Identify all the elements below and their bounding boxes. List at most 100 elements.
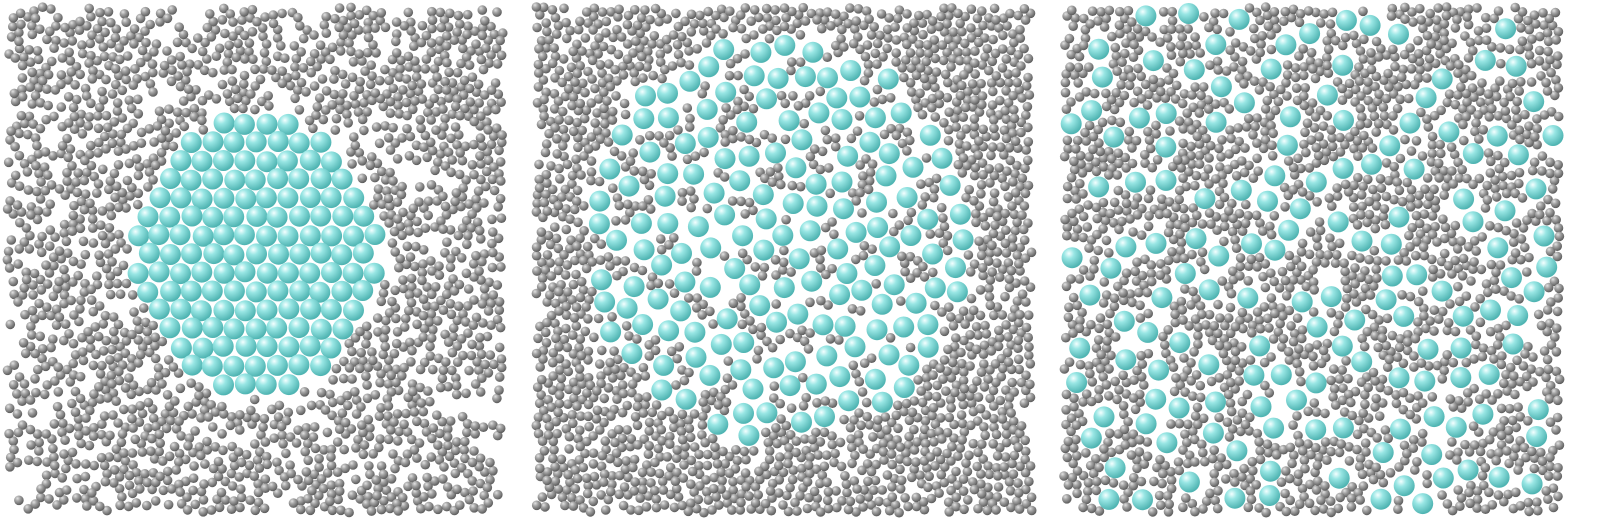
gray-particle — [859, 75, 870, 86]
cyan-particle — [213, 187, 235, 209]
gray-particle — [236, 484, 246, 494]
gray-particle — [123, 501, 134, 512]
gray-particle — [976, 180, 987, 190]
gray-particle — [124, 95, 135, 106]
gray-particle — [532, 266, 542, 276]
gray-particle — [1486, 449, 1496, 459]
gray-particle — [1210, 8, 1220, 18]
gray-particle — [1191, 40, 1201, 51]
gray-particle — [140, 26, 150, 36]
gray-particle — [1180, 155, 1190, 165]
gray-particle — [27, 99, 38, 109]
gray-particle — [1221, 474, 1231, 484]
gray-particle — [1010, 136, 1021, 146]
gray-particle — [942, 92, 953, 103]
gray-particle — [1370, 215, 1381, 225]
gray-particle — [486, 85, 497, 95]
gray-particle — [301, 87, 311, 97]
gray-particle — [946, 62, 956, 72]
gray-particle — [4, 428, 14, 439]
gray-particle — [771, 423, 781, 433]
panel-2-gray-particles — [531, 2, 1037, 518]
cyan-particle — [949, 203, 971, 225]
gray-particle — [482, 331, 493, 342]
gray-particle — [1094, 323, 1104, 334]
gray-particle — [892, 13, 903, 24]
gray-particle — [973, 503, 983, 514]
gray-particle — [1299, 455, 1310, 466]
gray-particle — [698, 26, 709, 36]
gray-particle — [878, 447, 889, 457]
gray-particle — [415, 115, 426, 125]
gray-particle — [863, 59, 874, 70]
gray-particle — [1358, 54, 1369, 64]
gray-particle — [556, 373, 567, 384]
gray-particle — [443, 381, 453, 392]
gray-particle — [891, 35, 902, 45]
gray-particle — [964, 184, 974, 195]
gray-particle — [914, 10, 924, 21]
gray-particle — [407, 80, 418, 91]
gray-particle — [765, 486, 776, 496]
gray-particle — [68, 338, 79, 349]
cyan-particle — [159, 206, 181, 228]
gray-particle — [1422, 114, 1432, 124]
cyan-particle — [736, 111, 758, 133]
gray-particle — [1378, 102, 1389, 113]
gray-particle — [222, 57, 233, 67]
gray-particle — [958, 153, 969, 163]
gray-particle — [863, 476, 873, 487]
cyan-particle — [696, 98, 718, 120]
gray-particle — [100, 27, 110, 38]
gray-particle — [321, 11, 332, 22]
gray-particle — [1273, 96, 1284, 107]
gray-particle — [1534, 45, 1545, 56]
cyan-particle — [729, 170, 751, 192]
gray-particle — [156, 147, 167, 158]
gray-particle — [557, 492, 568, 503]
gray-particle — [1362, 505, 1372, 516]
gray-particle — [426, 47, 437, 58]
gray-particle — [1219, 236, 1229, 247]
gray-particle — [1490, 175, 1500, 185]
gray-particle — [1100, 215, 1111, 226]
gray-particle — [98, 42, 109, 52]
gray-particle — [1019, 276, 1030, 286]
gray-particle — [871, 459, 881, 470]
gray-particle — [1493, 323, 1503, 334]
gray-particle — [1424, 53, 1435, 64]
cyan-particle — [223, 206, 245, 228]
gray-particle — [116, 137, 126, 148]
gray-particle — [423, 196, 434, 206]
gray-particle — [555, 174, 565, 184]
gray-particle — [326, 444, 337, 455]
gray-particle — [991, 15, 1001, 25]
gray-particle — [24, 455, 34, 466]
gray-particle — [1275, 318, 1285, 329]
gray-particle — [707, 505, 717, 515]
cyan-particle — [946, 281, 968, 303]
gray-particle — [1382, 119, 1392, 130]
gray-particle — [1421, 323, 1431, 334]
gray-particle — [1338, 383, 1348, 394]
gray-particle — [1198, 413, 1209, 424]
gray-particle — [1183, 167, 1194, 177]
gray-particle — [21, 274, 32, 285]
gray-particle — [376, 504, 387, 515]
gray-particle — [162, 13, 173, 24]
gray-particle — [962, 86, 973, 97]
gray-particle — [1231, 171, 1242, 181]
gray-particle — [447, 109, 458, 119]
gray-particle — [1136, 94, 1147, 104]
gray-particle — [1285, 473, 1295, 484]
cyan-particle — [288, 168, 310, 190]
gray-particle — [787, 180, 798, 191]
gray-particle — [977, 439, 987, 450]
gray-particle — [744, 491, 754, 501]
gray-particle — [350, 387, 360, 397]
gray-particle — [541, 189, 551, 200]
gray-particle — [700, 389, 711, 400]
cyan-particle — [788, 248, 810, 270]
gray-particle — [246, 405, 256, 416]
gray-particle — [1006, 265, 1017, 276]
